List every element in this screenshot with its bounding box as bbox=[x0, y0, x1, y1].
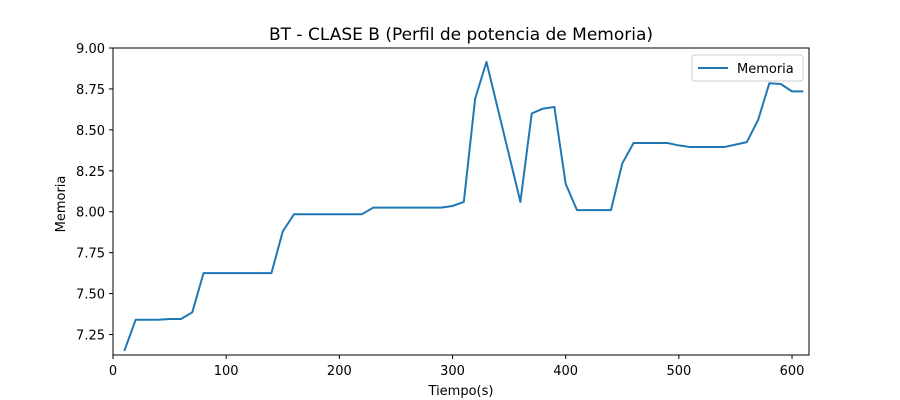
legend-box bbox=[691, 54, 804, 82]
axis-ticks: 0 100 200 300 400 500 600 7.25 7.50 7.75 8.00 8.25 8… bbox=[76, 42, 804, 379]
legend: Memoria bbox=[691, 54, 804, 82]
x-tick-label: 300 bbox=[440, 364, 465, 379]
y-tick-label: 8.00 bbox=[76, 206, 105, 221]
plot-area bbox=[112, 47, 810, 356]
y-tick-label: 8.50 bbox=[76, 124, 105, 139]
x-tick-label: 600 bbox=[780, 364, 805, 379]
x-tick-label: 500 bbox=[666, 364, 691, 379]
y-tick-label: 7.50 bbox=[76, 288, 105, 303]
x-tick-label: 100 bbox=[214, 364, 239, 379]
axes-frame bbox=[112, 47, 810, 356]
legend-label: Memoria bbox=[737, 62, 794, 77]
series-line-memoria bbox=[123, 60, 804, 352]
x-tick-label: 200 bbox=[327, 364, 352, 379]
y-tick-label: 7.75 bbox=[76, 247, 105, 262]
y-tick-label: 9.00 bbox=[76, 42, 105, 57]
y-tick-label: 7.25 bbox=[76, 329, 105, 344]
x-tick-label: 0 bbox=[109, 364, 117, 379]
y-tick-label: 8.25 bbox=[76, 165, 105, 180]
y-axis-title: Memoria bbox=[54, 176, 69, 233]
x-tick-label: 400 bbox=[553, 364, 578, 379]
x-axis-title: Tiempo(s) bbox=[428, 384, 494, 399]
y-tick-label: 8.75 bbox=[76, 83, 105, 98]
chart-title: BT - CLASE B (Perfil de potencia de Memo… bbox=[269, 25, 653, 45]
